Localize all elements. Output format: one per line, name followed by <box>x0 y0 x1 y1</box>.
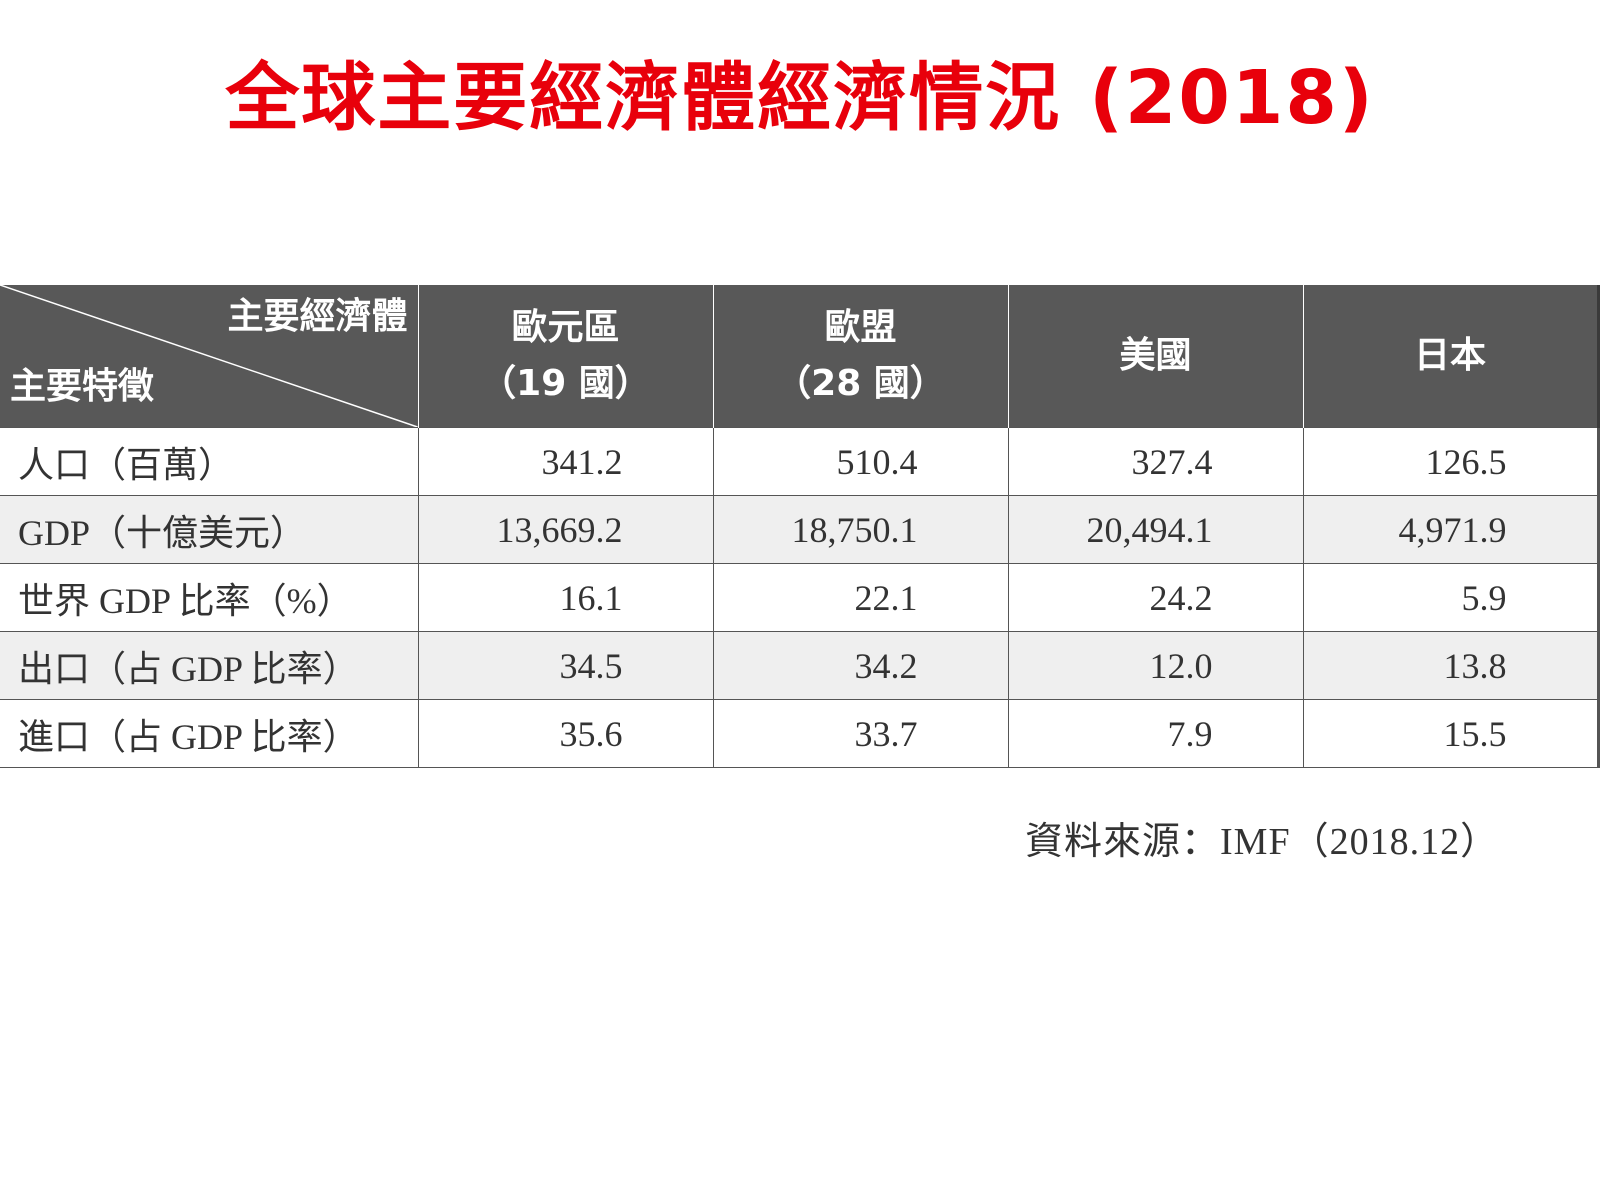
row-label: GDP（十億美元） <box>0 495 418 564</box>
column-header-eu: 歐盟 （28 國） <box>712 285 1008 428</box>
source-note: 資料來源：IMF（2018.12） <box>1025 821 1500 863</box>
cell-value: 18,750.1 <box>712 495 1008 564</box>
cell-value: 34.5 <box>417 631 713 700</box>
cell-value: 13.8 <box>1302 631 1600 700</box>
cell-value: 341.2 <box>417 427 713 496</box>
column-header-count: （19 國） <box>480 363 651 404</box>
cell-value: 13,669.2 <box>417 495 713 564</box>
cell-value: 33.7 <box>712 699 1008 768</box>
column-header-eurozone: 歐元區 （19 國） <box>417 285 713 428</box>
table-header-row: 主要經濟體 主要特徵 歐元區 （19 國） 歐盟 （28 國） 美國 日本 <box>0 285 1600 428</box>
column-header-count: （28 國） <box>775 363 946 404</box>
table-row-population: 人口（百萬） 341.2 510.4 327.4 126.5 <box>0 427 1600 496</box>
row-label: 人口（百萬） <box>0 427 418 496</box>
column-header-name: 日本 <box>1413 335 1486 377</box>
cell-value: 22.1 <box>712 563 1008 632</box>
corner-label-features: 主要特徵 <box>10 366 155 407</box>
row-label: 出口（占 GDP 比率） <box>0 631 418 700</box>
cell-value: 510.4 <box>712 427 1008 496</box>
table-row-imports: 進口（占 GDP 比率） 35.6 33.7 7.9 15.5 <box>0 699 1600 768</box>
row-label: 世界 GDP 比率（%） <box>0 563 418 632</box>
corner-label-economies: 主要經濟體 <box>227 296 408 337</box>
cell-value: 4,971.9 <box>1302 495 1600 564</box>
cell-value: 20,494.1 <box>1007 495 1303 564</box>
table-row-gdp: GDP（十億美元） 13,669.2 18,750.1 20,494.1 4,9… <box>0 495 1600 564</box>
cell-value: 34.2 <box>712 631 1008 700</box>
cell-value: 327.4 <box>1007 427 1303 496</box>
table-row-world-gdp-share: 世界 GDP 比率（%） 16.1 22.1 24.2 5.9 <box>0 563 1600 632</box>
corner-header-cell: 主要經濟體 主要特徵 <box>0 285 418 428</box>
cell-value: 7.9 <box>1007 699 1303 768</box>
cell-value: 15.5 <box>1302 699 1600 768</box>
diagonal-divider <box>0 285 418 427</box>
column-header-name: 歐盟 <box>824 307 897 349</box>
table-row-exports: 出口（占 GDP 比率） 34.5 34.2 12.0 13.8 <box>0 631 1600 700</box>
cell-value: 12.0 <box>1007 631 1303 700</box>
economy-table: 主要經濟體 主要特徵 歐元區 （19 國） 歐盟 （28 國） 美國 日本 <box>0 285 1600 768</box>
cell-value: 24.2 <box>1007 563 1303 632</box>
cell-value: 16.1 <box>417 563 713 632</box>
column-header-name: 美國 <box>1119 335 1192 377</box>
column-header-usa: 美國 <box>1007 285 1303 428</box>
column-header-japan: 日本 <box>1302 285 1600 428</box>
column-header-name: 歐元區 <box>511 307 620 349</box>
cell-value: 5.9 <box>1302 563 1600 632</box>
cell-value: 126.5 <box>1302 427 1600 496</box>
page-title: 全球主要經濟體經濟情況 (2018) <box>225 55 1375 141</box>
cell-value: 35.6 <box>417 699 713 768</box>
row-label: 進口（占 GDP 比率） <box>0 699 418 768</box>
